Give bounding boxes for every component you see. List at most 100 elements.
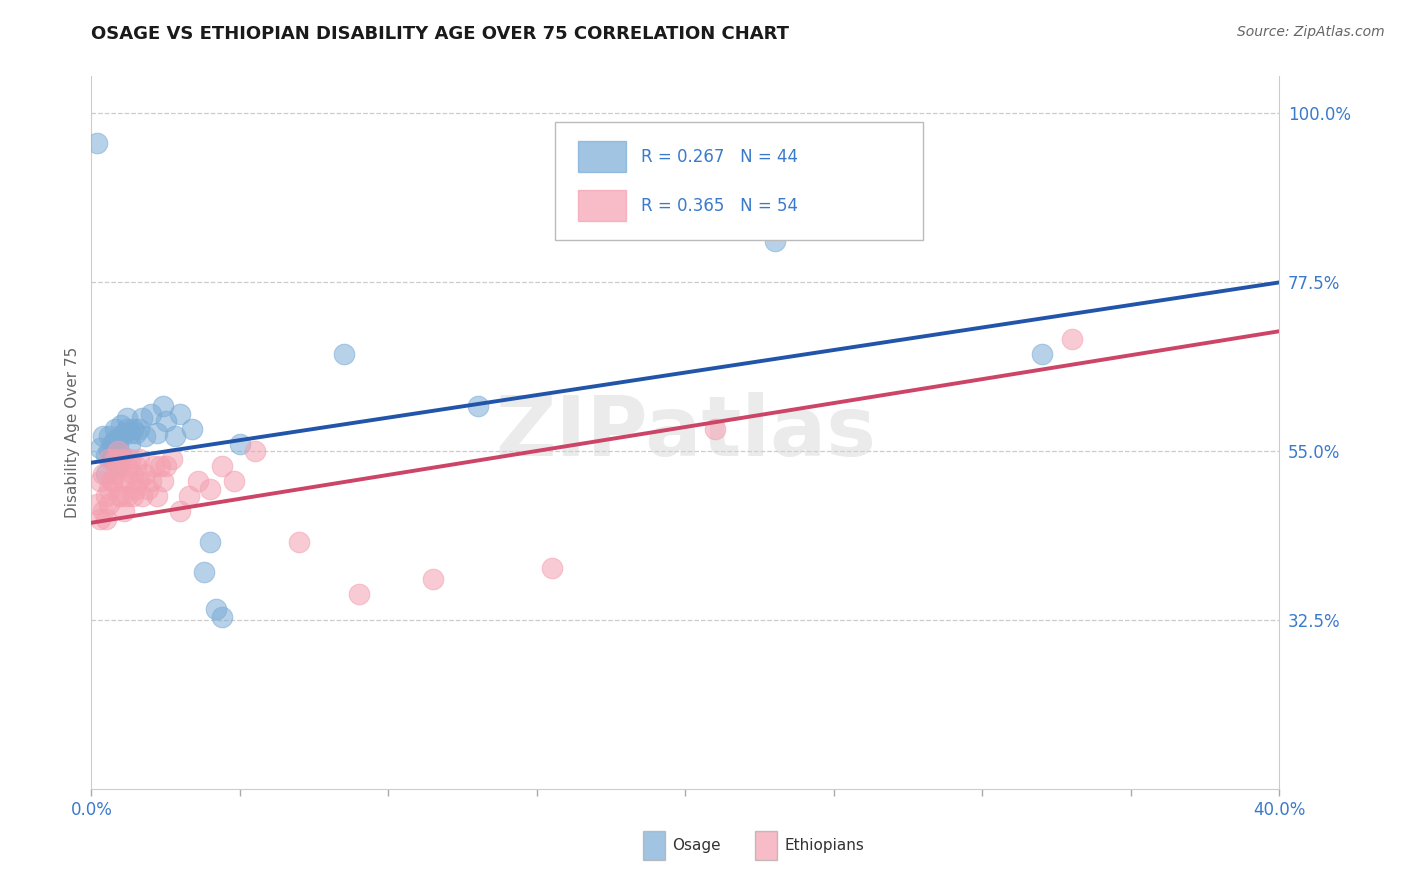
Point	[125, 482, 148, 496]
Point	[134, 467, 156, 481]
Point	[89, 512, 111, 526]
Point	[110, 490, 132, 504]
Text: R = 0.267   N = 44: R = 0.267 N = 44	[641, 148, 799, 166]
Point	[107, 444, 129, 458]
Point	[101, 451, 124, 466]
Point	[181, 422, 204, 436]
Point	[155, 414, 177, 428]
Point	[98, 444, 121, 458]
Point	[96, 512, 118, 526]
Point	[98, 429, 121, 443]
Point	[115, 410, 138, 425]
Text: Ethiopians: Ethiopians	[785, 838, 865, 853]
Point	[118, 425, 141, 440]
Point	[96, 490, 118, 504]
Point	[200, 482, 222, 496]
Point	[118, 437, 141, 451]
Point	[122, 490, 145, 504]
Text: OSAGE VS ETHIOPIAN DISABILITY AGE OVER 75 CORRELATION CHART: OSAGE VS ETHIOPIAN DISABILITY AGE OVER 7…	[91, 25, 789, 43]
Point	[101, 475, 124, 489]
Point	[101, 448, 124, 462]
Point	[1060, 332, 1083, 346]
Point	[91, 467, 114, 481]
Point	[101, 475, 124, 489]
Point	[107, 459, 129, 474]
Point	[98, 451, 121, 466]
Point	[136, 482, 159, 496]
Text: Source: ZipAtlas.com: Source: ZipAtlas.com	[1237, 25, 1385, 39]
Point	[86, 497, 108, 511]
Text: ZIPatlas: ZIPatlas	[495, 392, 876, 473]
Point	[187, 475, 209, 489]
Point	[96, 448, 118, 462]
Point	[86, 136, 108, 151]
Point	[163, 429, 186, 443]
Text: R = 0.365   N = 54: R = 0.365 N = 54	[641, 197, 799, 215]
Point	[104, 433, 127, 447]
Point	[1031, 347, 1053, 361]
Point	[91, 504, 114, 518]
Point	[243, 444, 266, 458]
Point	[160, 451, 183, 466]
Bar	[578, 142, 626, 172]
Point	[110, 418, 132, 433]
Point	[763, 234, 786, 248]
Point	[467, 400, 489, 414]
Point	[104, 422, 127, 436]
Point	[145, 490, 167, 504]
Point	[118, 451, 141, 466]
Point	[104, 467, 127, 481]
Point	[155, 459, 177, 474]
Point	[101, 437, 124, 451]
Point	[98, 497, 121, 511]
Point	[110, 429, 132, 443]
Point	[347, 587, 370, 601]
Point	[115, 422, 138, 436]
Point	[169, 504, 191, 518]
Point	[125, 425, 148, 440]
FancyBboxPatch shape	[555, 122, 922, 240]
Point	[145, 425, 167, 440]
Point	[422, 572, 444, 586]
Point	[107, 444, 129, 458]
Point	[128, 475, 150, 489]
Point	[110, 451, 132, 466]
Point	[149, 459, 172, 474]
Point	[115, 459, 138, 474]
Point	[179, 490, 201, 504]
Point	[96, 467, 118, 481]
Point	[107, 459, 129, 474]
Point	[112, 425, 135, 440]
Bar	[578, 190, 626, 220]
Point	[205, 602, 228, 616]
Point	[139, 475, 162, 489]
Point	[107, 490, 129, 504]
Point	[122, 422, 145, 436]
Point	[112, 504, 135, 518]
Point	[211, 609, 233, 624]
Point	[200, 534, 222, 549]
Point	[540, 561, 562, 575]
Point	[131, 490, 153, 504]
Y-axis label: Disability Age Over 75: Disability Age Over 75	[65, 347, 80, 518]
Point	[288, 534, 311, 549]
Point	[193, 565, 215, 579]
Point	[115, 490, 138, 504]
Point	[89, 441, 111, 455]
Point	[128, 422, 150, 436]
Point	[110, 448, 132, 462]
Point	[107, 437, 129, 451]
Point	[98, 482, 121, 496]
Point	[131, 410, 153, 425]
Point	[222, 475, 245, 489]
Point	[118, 475, 141, 489]
Point	[152, 400, 174, 414]
Point	[704, 422, 727, 436]
Point	[134, 429, 156, 443]
Point	[169, 407, 191, 421]
Point	[125, 459, 148, 474]
Point	[139, 407, 162, 421]
Point	[104, 451, 127, 466]
Point	[152, 475, 174, 489]
Point	[89, 475, 111, 489]
